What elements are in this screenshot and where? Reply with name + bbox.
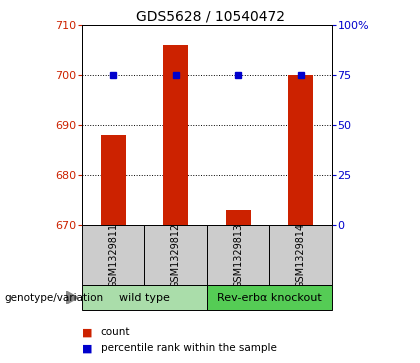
Text: percentile rank within the sample: percentile rank within the sample	[101, 343, 277, 354]
Text: wild type: wild type	[119, 293, 170, 303]
Bar	[288, 75, 313, 225]
Bar	[101, 135, 126, 225]
Text: GDS5628 / 10540472: GDS5628 / 10540472	[136, 9, 284, 23]
Bar	[207, 285, 332, 310]
Bar	[207, 225, 269, 285]
Text: Rev-erbα knockout: Rev-erbα knockout	[217, 293, 322, 303]
Bar	[269, 225, 332, 285]
Text: GSM1329812: GSM1329812	[171, 223, 181, 287]
Text: genotype/variation: genotype/variation	[4, 293, 103, 303]
Text: ■: ■	[82, 343, 92, 354]
Text: ■: ■	[82, 327, 92, 337]
Text: GSM1329813: GSM1329813	[233, 223, 243, 287]
Bar	[163, 45, 188, 225]
Bar	[82, 285, 207, 310]
Bar	[144, 225, 207, 285]
Text: count: count	[101, 327, 130, 337]
Text: GSM1329814: GSM1329814	[296, 223, 306, 287]
Polygon shape	[66, 291, 78, 304]
Bar	[226, 210, 251, 225]
Text: GSM1329811: GSM1329811	[108, 223, 118, 287]
Bar	[82, 225, 144, 285]
